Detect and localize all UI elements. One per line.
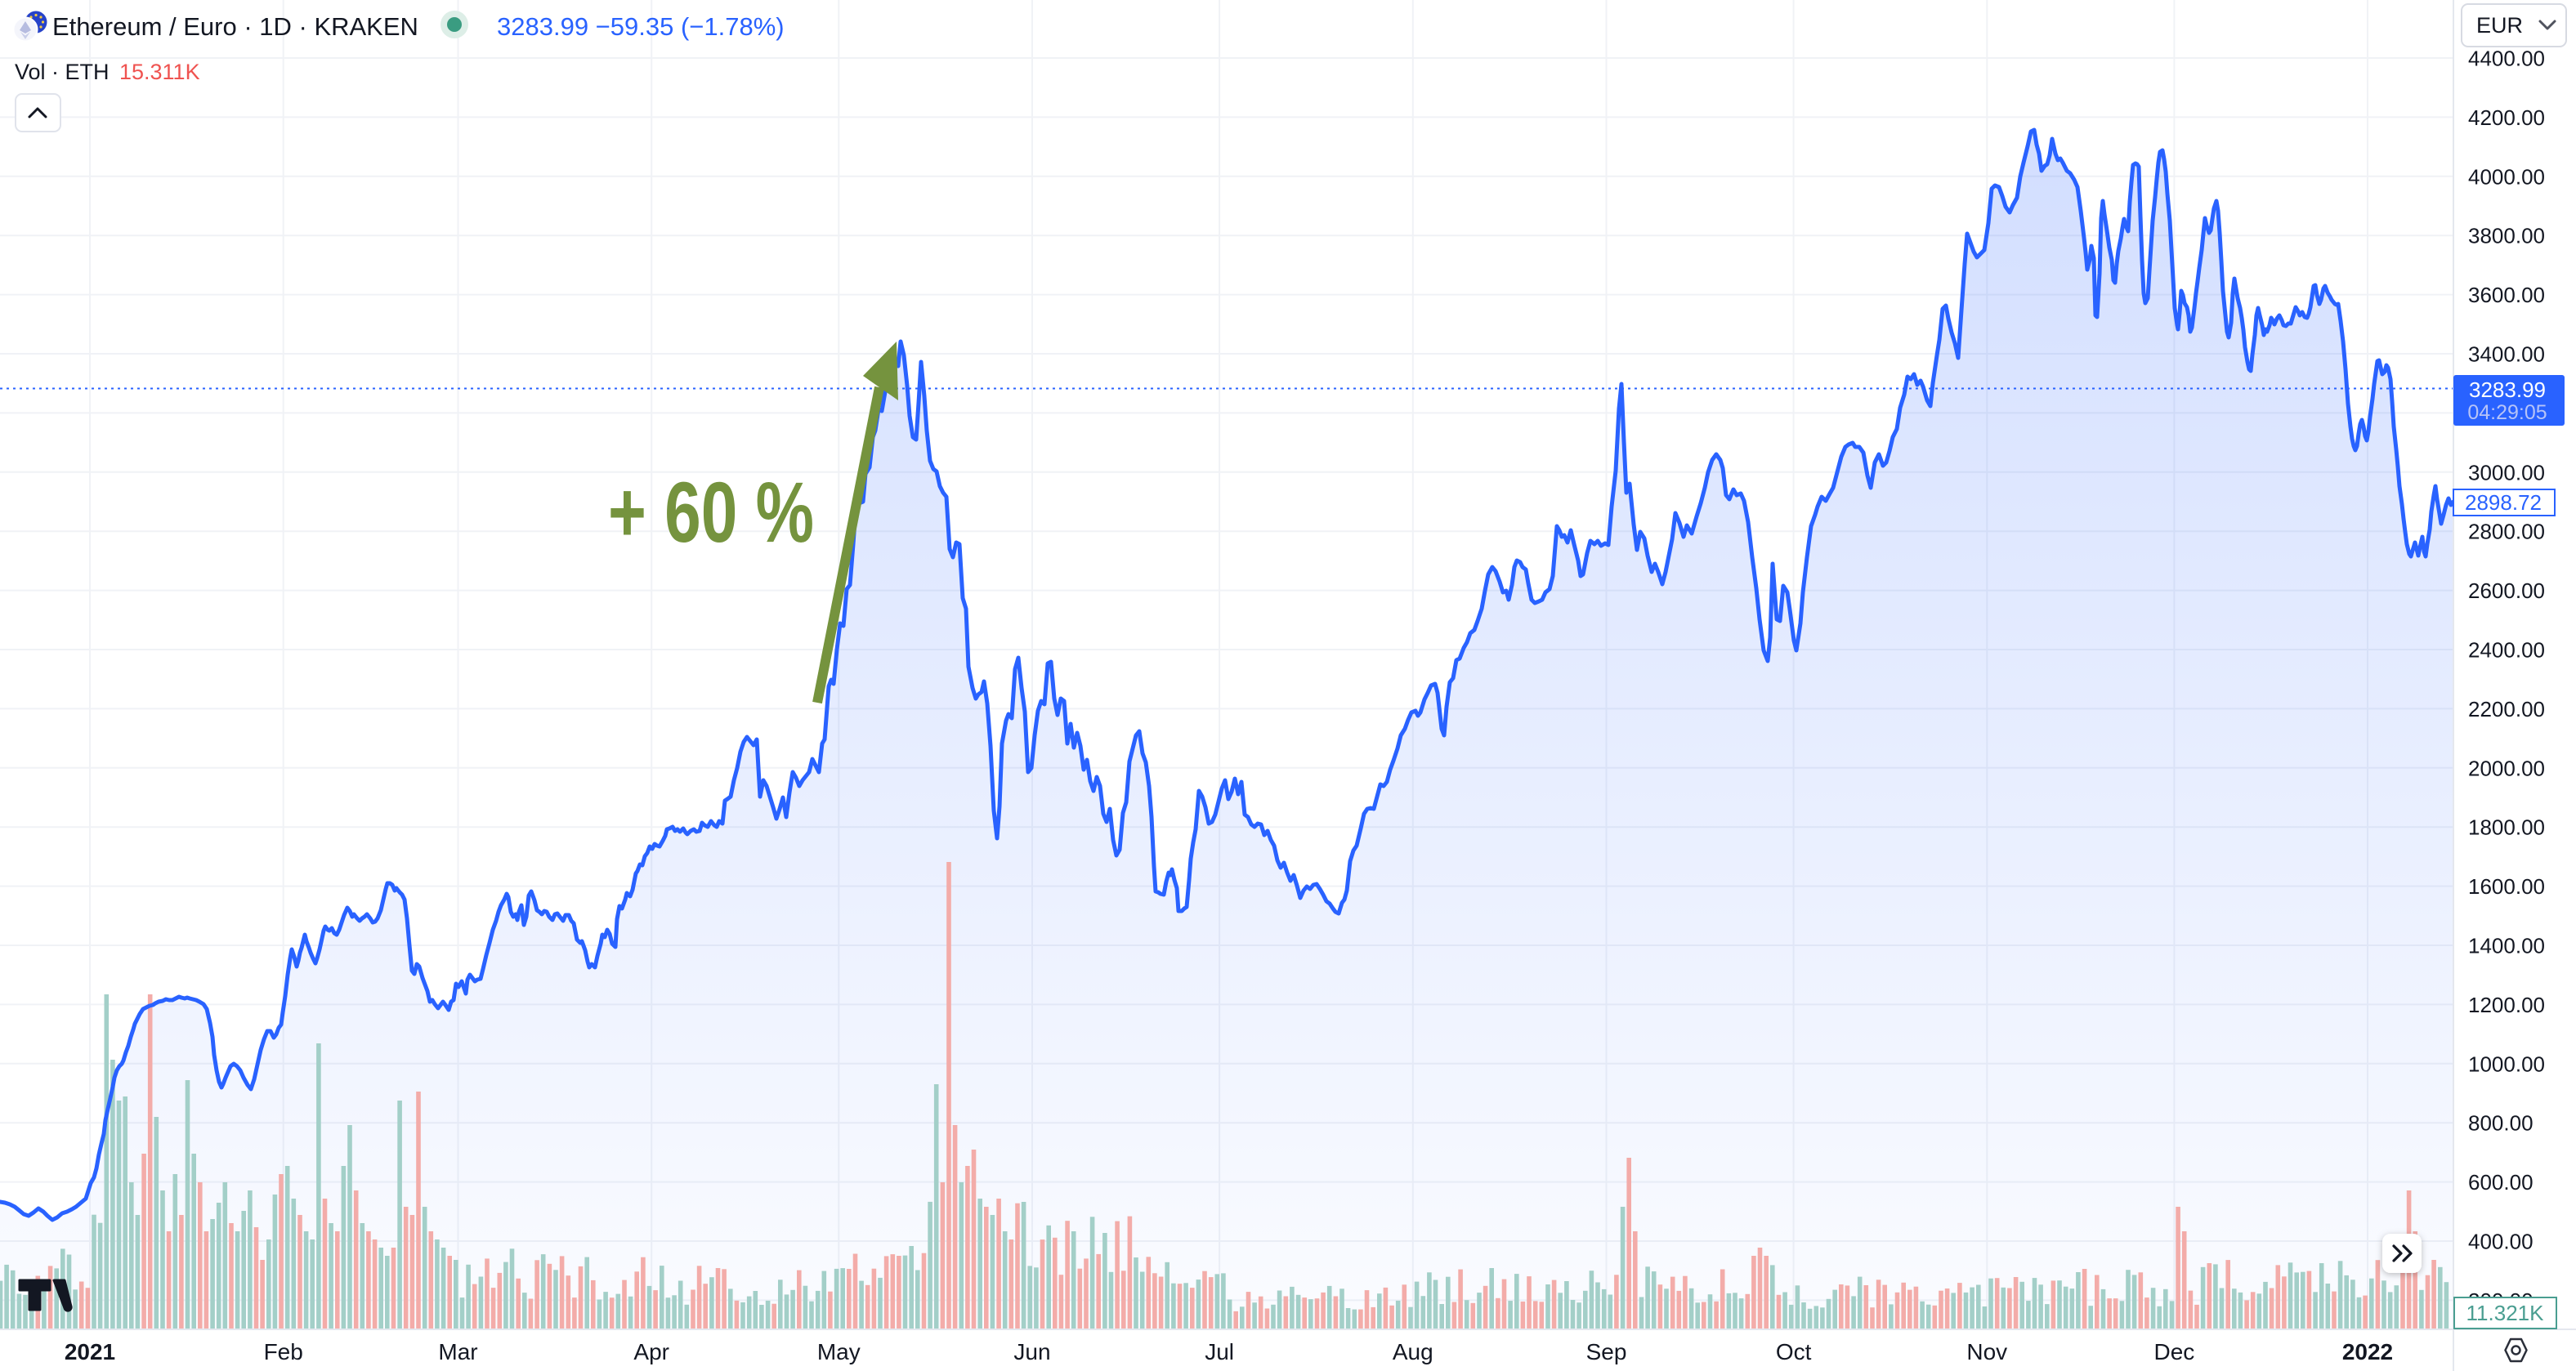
svg-text:3000.00: 3000.00 (2468, 460, 2545, 485)
svg-text:3400.00: 3400.00 (2468, 342, 2545, 367)
svg-text:Jun: Jun (1013, 1339, 1050, 1364)
svg-text:Vol · ETH: Vol · ETH (15, 60, 110, 84)
svg-text:1800.00: 1800.00 (2468, 815, 2545, 840)
svg-text:1000.00: 1000.00 (2468, 1052, 2545, 1076)
svg-text:2800.00: 2800.00 (2468, 520, 2545, 544)
svg-text:Apr: Apr (633, 1339, 669, 1364)
svg-text:May: May (817, 1339, 861, 1364)
svg-text:04:29:05: 04:29:05 (2467, 401, 2547, 424)
svg-text:1600.00: 1600.00 (2468, 874, 2545, 899)
svg-text:+ 60 %: + 60 % (608, 465, 814, 560)
svg-text:3600.00: 3600.00 (2468, 283, 2545, 307)
svg-text:Oct: Oct (1776, 1339, 1812, 1364)
svg-text:Aug: Aug (1393, 1339, 1433, 1364)
svg-text:Feb: Feb (264, 1339, 303, 1364)
svg-text:2898.72: 2898.72 (2465, 490, 2542, 515)
svg-text:Mar: Mar (438, 1339, 477, 1364)
svg-text:3800.00: 3800.00 (2468, 224, 2545, 248)
svg-text:2600.00: 2600.00 (2468, 578, 2545, 603)
svg-text:4400.00: 4400.00 (2468, 47, 2545, 71)
svg-text:2021: 2021 (65, 1339, 115, 1364)
svg-text:Nov: Nov (1966, 1339, 2007, 1364)
svg-text:2400.00: 2400.00 (2468, 638, 2545, 663)
svg-text:1400.00: 1400.00 (2468, 934, 2545, 958)
svg-text:11.321K: 11.321K (2466, 1301, 2545, 1325)
svg-text:2200.00: 2200.00 (2468, 697, 2545, 721)
svg-text:Ethereum / Euro · 1D · KRAKEN: Ethereum / Euro · 1D · KRAKEN (52, 12, 418, 41)
svg-text:2022: 2022 (2342, 1339, 2393, 1364)
svg-text:800.00: 800.00 (2468, 1111, 2534, 1136)
svg-text:Sep: Sep (1586, 1339, 1627, 1364)
svg-text:2000.00: 2000.00 (2468, 756, 2545, 780)
svg-text:3283.99 −59.35 (−1.78%): 3283.99 −59.35 (−1.78%) (497, 12, 785, 41)
svg-text:1200.00: 1200.00 (2468, 993, 2545, 1017)
svg-text:600.00: 600.00 (2468, 1170, 2534, 1195)
svg-text:4000.00: 4000.00 (2468, 164, 2545, 189)
svg-text:4200.00: 4200.00 (2468, 105, 2545, 130)
svg-text:Dec: Dec (2154, 1339, 2195, 1364)
svg-text:400.00: 400.00 (2468, 1230, 2534, 1254)
svg-text:3283.99: 3283.99 (2469, 377, 2546, 402)
svg-text:EUR: EUR (2476, 13, 2523, 38)
svg-text:Jul: Jul (1205, 1339, 1234, 1364)
svg-text:15.311K: 15.311K (119, 60, 200, 84)
